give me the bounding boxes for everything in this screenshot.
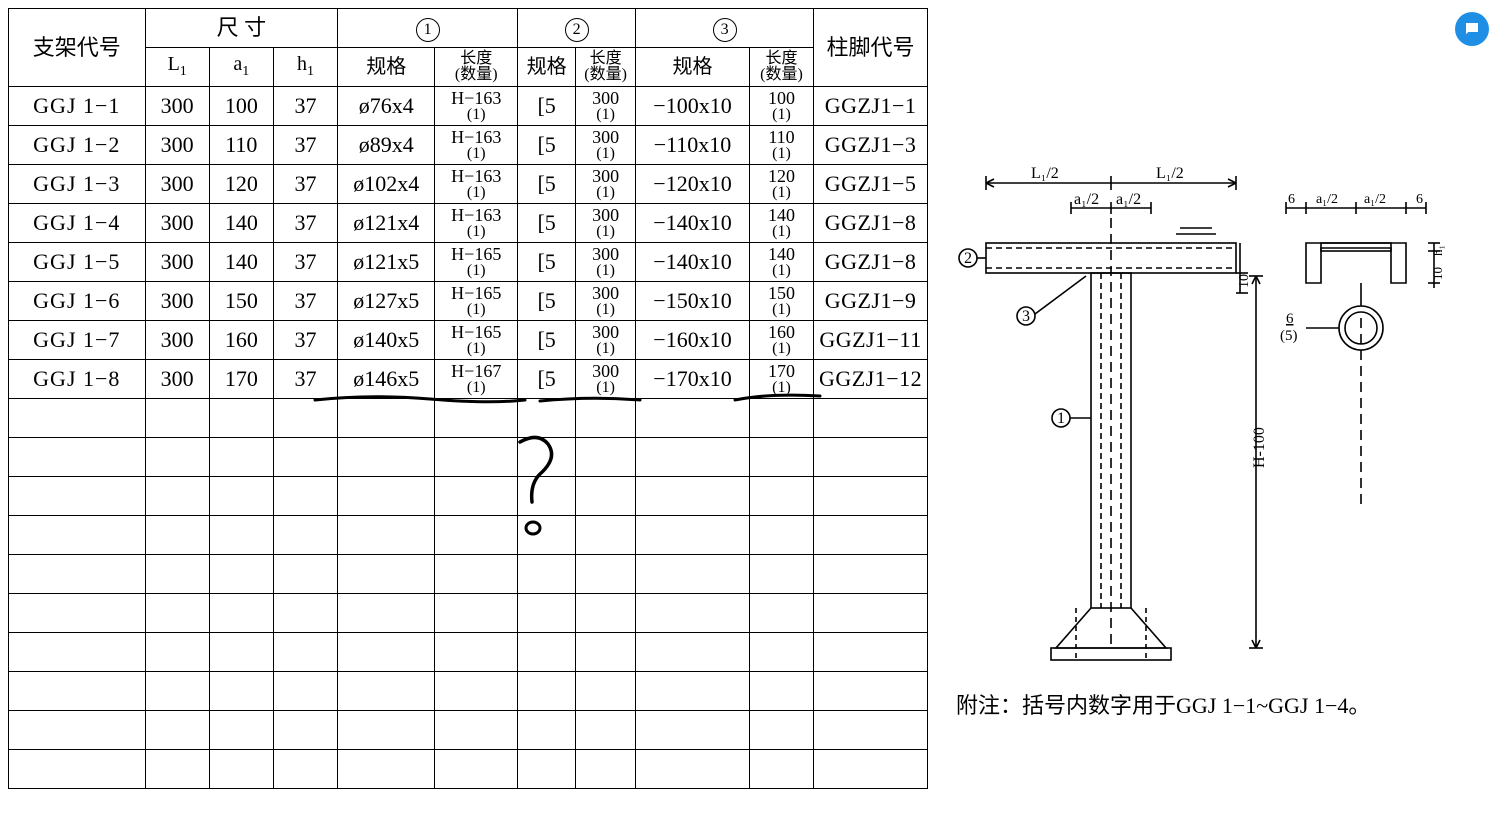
svg-text:6: 6 — [1416, 192, 1423, 207]
table-row-empty — [9, 594, 928, 633]
table-row-empty — [9, 399, 928, 438]
col-foot-id: 柱脚代号 — [814, 9, 928, 87]
col-L1: L1 — [145, 48, 209, 87]
col-a1: a1 — [209, 48, 273, 87]
svg-text:a₁/2: a₁/2 — [1116, 191, 1141, 208]
chat-button[interactable] — [1455, 12, 1489, 46]
col-h1: h1 — [273, 48, 337, 87]
table-row: GGJ 1−530014037ø121x5H−165(1)[5300(1)−14… — [9, 243, 928, 282]
table-row-empty — [9, 477, 928, 516]
svg-text:2: 2 — [964, 250, 972, 267]
table-row-empty — [9, 555, 928, 594]
table-row-empty — [9, 516, 928, 555]
spec-table: 支架代号 尺 寸 1 2 3 柱脚代号 L1 a1 h1 规格 长度(数量) 规… — [8, 8, 928, 789]
svg-text:L₁/2: L₁/2 — [1156, 165, 1184, 182]
table-row-empty — [9, 633, 928, 672]
table-row: GGJ 1−230011037ø89x4H−163(1)[5300(1)−110… — [9, 126, 928, 165]
diagram-note: 附注：括号内数字用于GGJ 1−1~GGJ 1−4。 — [956, 688, 1370, 720]
table-row: GGJ 1−730016037ø140x5H−165(1)[5300(1)−16… — [9, 321, 928, 360]
svg-text:10: 10 — [1237, 274, 1252, 288]
svg-text:1: 1 — [1057, 410, 1065, 427]
col-spec1: 规格 — [338, 48, 435, 87]
table-row: GGJ 1−830017037ø146x5H−167(1)[5300(1)−17… — [9, 360, 928, 399]
table-row: GGJ 1−330012037ø102x4H−163(1)[5300(1)−12… — [9, 165, 928, 204]
col-spec2: 规格 — [518, 48, 576, 87]
col-spec3: 规格 — [636, 48, 750, 87]
table-row-empty — [9, 711, 928, 750]
svg-text:a₁/2: a₁/2 — [1364, 192, 1386, 207]
svg-text:a₁/2: a₁/2 — [1074, 191, 1099, 208]
spec-table-body: GGJ 1−130010037ø76x4H−163(1)[5300(1)−100… — [9, 87, 928, 789]
col-bracket-id: 支架代号 — [9, 9, 146, 87]
col-len2: 长度(数量) — [576, 48, 636, 87]
chat-icon — [1463, 20, 1481, 38]
col-group-dims: 尺 寸 — [145, 9, 338, 48]
col-len1: 长度(数量) — [435, 48, 518, 87]
col-group-3: 3 — [636, 9, 814, 48]
svg-text:(5): (5) — [1280, 328, 1298, 344]
table-row-empty — [9, 438, 928, 477]
svg-text:H-100: H-100 — [1251, 427, 1268, 468]
bracket-diagram: L₁/2 L₁/2 a₁/2 a₁/2 2 3 1 10 H-100 6 a₁/… — [956, 148, 1446, 708]
col-len3: 长度(数量) — [749, 48, 813, 87]
svg-text:L₁/2: L₁/2 — [1031, 165, 1059, 182]
svg-text:10: 10 — [1430, 267, 1445, 280]
col-group-1: 1 — [338, 9, 518, 48]
svg-text:a₁/2: a₁/2 — [1316, 192, 1338, 207]
table-row: GGJ 1−130010037ø76x4H−163(1)[5300(1)−100… — [9, 87, 928, 126]
svg-text:6: 6 — [1288, 192, 1295, 207]
svg-text:3: 3 — [1022, 308, 1030, 325]
table-row-empty — [9, 672, 928, 711]
table-row: GGJ 1−430014037ø121x4H−163(1)[5300(1)−14… — [9, 204, 928, 243]
svg-text:h₁: h₁ — [1430, 245, 1445, 256]
table-row: GGJ 1−630015037ø127x5H−165(1)[5300(1)−15… — [9, 282, 928, 321]
table-row-empty — [9, 750, 928, 789]
col-group-2: 2 — [518, 9, 636, 48]
svg-text:6: 6 — [1286, 311, 1294, 327]
